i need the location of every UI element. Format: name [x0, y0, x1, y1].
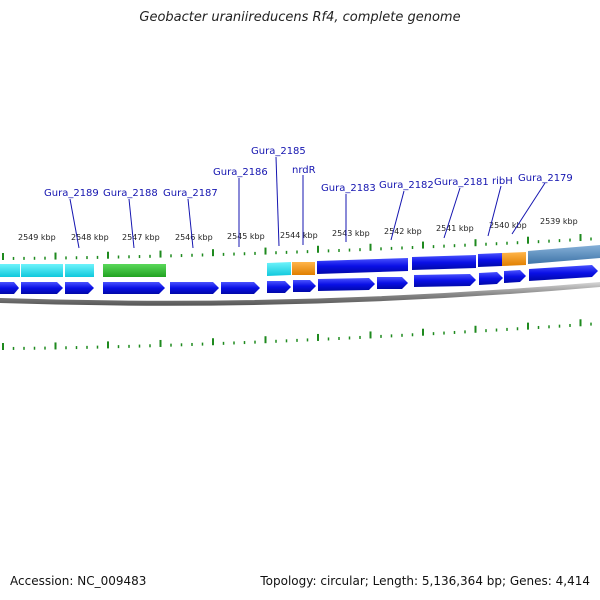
- scale-ticks-outer: [2, 234, 592, 260]
- leader-line: [187, 198, 194, 249]
- gene-label: Gura_2187: [163, 188, 218, 199]
- leader-line: [487, 185, 502, 237]
- scale-label: 2540 kbp: [489, 221, 527, 230]
- leader-line: [275, 156, 280, 247]
- cds-arrow: [414, 274, 476, 287]
- leader-line: [443, 187, 461, 239]
- scale-label: 2544 kbp: [280, 231, 318, 240]
- cds-arrow: [479, 272, 503, 285]
- cds-arrow: [170, 282, 219, 294]
- leader-line: [128, 198, 135, 249]
- leader-line: [390, 190, 405, 241]
- map-title: Geobacter uraniireducens Rf4, complete g…: [139, 10, 461, 25]
- accession-text: Accession: NC_009483: [10, 574, 147, 588]
- scale-labels: 2549 kbp 2548 kbp 2547 kbp 2546 kbp 2545…: [18, 217, 578, 242]
- gene-label: nrdR: [292, 165, 316, 176]
- scale-label: 2539 kbp: [540, 217, 578, 226]
- gene-labels: Gura_2189 Gura_2188 Gura_2187 Gura_2186 …: [44, 146, 573, 199]
- leader-line: [69, 198, 80, 249]
- gene-label: Gura_2186: [213, 167, 268, 178]
- feature-block-cyan: [0, 264, 20, 277]
- feature-block-cyan: [65, 264, 94, 277]
- feature-block-cds: [317, 258, 408, 274]
- cds-arrow: [21, 282, 63, 294]
- cds-arrow: [377, 277, 408, 289]
- cds-arrow: [529, 265, 598, 281]
- feature-block-cds: [412, 255, 476, 270]
- gene-label: Gura_2181: [434, 177, 489, 188]
- feature-block-orange: [502, 252, 526, 266]
- cds-arrow: [293, 280, 316, 292]
- scale-label: 2547 kbp: [122, 233, 160, 242]
- scale-label: 2546 kbp: [175, 233, 213, 242]
- feature-block-cds: [478, 253, 502, 267]
- gene-label: Gura_2182: [379, 180, 434, 191]
- cds-arrow: [504, 270, 526, 283]
- cds-arrow: [65, 282, 94, 294]
- gene-label: Gura_2183: [321, 183, 376, 194]
- scale-ticks-inner: [2, 319, 592, 350]
- gene-label-leaders: [69, 156, 546, 249]
- scale-label: 2543 kbp: [332, 229, 370, 238]
- scale-label: 2545 kbp: [227, 232, 265, 241]
- cds-track-lower: [0, 265, 598, 294]
- gene-label: Gura_2179: [518, 173, 573, 184]
- gene-label: ribH: [492, 176, 513, 187]
- scale-label: 2548 kbp: [71, 233, 109, 242]
- leader-line: [511, 182, 546, 235]
- feature-block-cyan: [21, 264, 63, 277]
- cds-arrow: [221, 282, 260, 294]
- gene-label: Gura_2185: [251, 146, 306, 157]
- feature-block-green: [103, 264, 166, 277]
- feature-block-steelblue: [528, 245, 600, 264]
- cds-arrow: [103, 282, 165, 294]
- feature-track-upper: [0, 245, 600, 277]
- gene-label: Gura_2189: [44, 188, 99, 199]
- genome-summary-text: Topology: circular; Length: 5,136,364 bp…: [260, 574, 590, 588]
- cds-arrow: [0, 282, 19, 294]
- feature-block-orange: [292, 262, 315, 275]
- feature-block-cyan: [267, 262, 291, 276]
- scale-label: 2541 kbp: [436, 224, 474, 233]
- cds-arrow: [318, 278, 375, 291]
- cds-arrow: [267, 281, 291, 293]
- genome-backbone: [0, 282, 600, 306]
- scale-label: 2542 kbp: [384, 227, 422, 236]
- scale-label: 2549 kbp: [18, 233, 56, 242]
- gene-label: Gura_2188: [103, 188, 158, 199]
